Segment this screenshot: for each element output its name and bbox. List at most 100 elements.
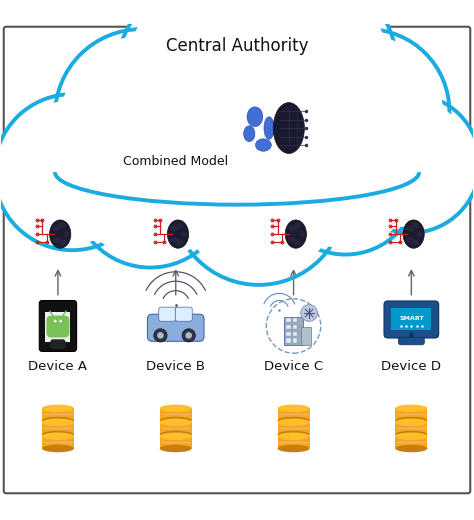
FancyBboxPatch shape [384, 301, 438, 338]
Ellipse shape [277, 405, 310, 412]
Ellipse shape [170, 226, 179, 231]
Ellipse shape [182, 231, 187, 237]
Ellipse shape [59, 240, 66, 245]
Circle shape [59, 320, 62, 322]
Circle shape [272, 107, 419, 254]
FancyBboxPatch shape [46, 313, 70, 342]
Ellipse shape [395, 405, 428, 412]
Circle shape [154, 329, 167, 342]
Text: Combined Model: Combined Model [123, 154, 228, 167]
FancyBboxPatch shape [51, 340, 65, 348]
Circle shape [62, 36, 221, 196]
Ellipse shape [160, 445, 192, 452]
Circle shape [116, 0, 324, 181]
Ellipse shape [50, 316, 66, 327]
Circle shape [179, 119, 338, 278]
FancyBboxPatch shape [392, 308, 431, 330]
FancyBboxPatch shape [147, 314, 204, 341]
Ellipse shape [160, 419, 192, 426]
FancyBboxPatch shape [398, 337, 424, 345]
Ellipse shape [264, 117, 274, 139]
Circle shape [341, 94, 474, 233]
Ellipse shape [277, 445, 310, 452]
FancyBboxPatch shape [292, 332, 297, 335]
Ellipse shape [255, 139, 271, 151]
Ellipse shape [294, 240, 301, 245]
Ellipse shape [170, 237, 179, 242]
Ellipse shape [277, 433, 310, 440]
Ellipse shape [406, 237, 414, 242]
Ellipse shape [395, 431, 428, 438]
Text: SMART: SMART [399, 316, 424, 321]
FancyBboxPatch shape [286, 318, 291, 322]
Bar [160, 436, 192, 448]
Ellipse shape [412, 223, 419, 228]
Bar [42, 436, 74, 448]
Ellipse shape [50, 220, 71, 248]
Circle shape [198, 0, 397, 168]
Ellipse shape [176, 240, 183, 245]
Ellipse shape [288, 226, 296, 231]
FancyBboxPatch shape [46, 316, 69, 337]
Circle shape [172, 111, 346, 285]
Ellipse shape [42, 405, 74, 412]
Ellipse shape [285, 220, 306, 248]
Polygon shape [160, 308, 191, 319]
Bar [395, 422, 428, 435]
FancyBboxPatch shape [284, 317, 302, 345]
FancyBboxPatch shape [4, 27, 470, 493]
FancyBboxPatch shape [292, 318, 297, 322]
FancyBboxPatch shape [175, 307, 192, 321]
Ellipse shape [52, 226, 61, 231]
Bar [42, 422, 74, 435]
Ellipse shape [395, 433, 428, 440]
Ellipse shape [42, 419, 74, 426]
Circle shape [124, 0, 315, 173]
Circle shape [79, 118, 222, 261]
Circle shape [182, 329, 195, 342]
Ellipse shape [247, 107, 263, 127]
Ellipse shape [277, 431, 310, 438]
Ellipse shape [52, 237, 61, 242]
FancyBboxPatch shape [286, 332, 291, 335]
Ellipse shape [64, 231, 69, 237]
Ellipse shape [42, 431, 74, 438]
Circle shape [292, 36, 443, 187]
Ellipse shape [277, 419, 310, 426]
Ellipse shape [395, 419, 428, 426]
Ellipse shape [160, 433, 192, 440]
Text: Device B: Device B [146, 359, 205, 372]
Ellipse shape [277, 417, 310, 424]
Circle shape [157, 332, 164, 339]
Text: Device D: Device D [382, 359, 441, 372]
Circle shape [285, 29, 449, 194]
Text: Central Authority: Central Authority [166, 36, 308, 55]
Circle shape [206, 0, 390, 160]
FancyBboxPatch shape [301, 327, 310, 345]
FancyBboxPatch shape [286, 324, 291, 329]
Text: Device C: Device C [264, 359, 323, 372]
Circle shape [185, 332, 192, 339]
Bar [277, 436, 310, 448]
Ellipse shape [395, 417, 428, 424]
Circle shape [346, 100, 474, 227]
Circle shape [278, 113, 413, 249]
FancyBboxPatch shape [39, 301, 77, 352]
Ellipse shape [160, 405, 192, 412]
Ellipse shape [42, 445, 74, 452]
Ellipse shape [299, 231, 305, 237]
Bar [160, 422, 192, 435]
Ellipse shape [403, 220, 424, 248]
Ellipse shape [273, 102, 304, 153]
FancyBboxPatch shape [159, 307, 176, 321]
Circle shape [0, 100, 144, 244]
Bar [42, 408, 74, 421]
FancyBboxPatch shape [292, 339, 297, 343]
Circle shape [55, 29, 228, 202]
FancyBboxPatch shape [46, 129, 428, 224]
Ellipse shape [417, 231, 423, 237]
Bar [160, 408, 192, 421]
Bar [395, 436, 428, 448]
Ellipse shape [176, 223, 183, 228]
Bar [395, 408, 428, 421]
